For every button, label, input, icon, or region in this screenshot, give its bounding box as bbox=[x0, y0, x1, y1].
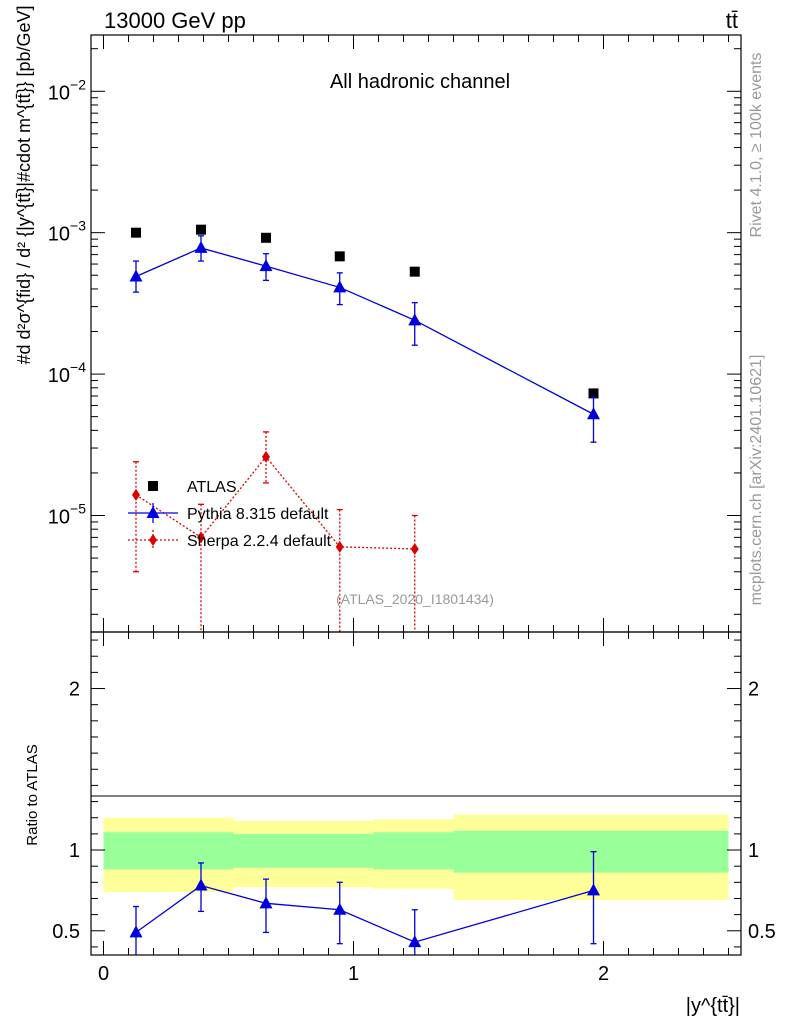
data-point bbox=[197, 531, 205, 544]
data-point bbox=[335, 540, 344, 553]
data-point bbox=[131, 227, 141, 238]
uncertainty-band-inner bbox=[373, 832, 454, 870]
ratio-series-pythia bbox=[129, 850, 600, 955]
ratio-point bbox=[129, 925, 143, 938]
y-tick-label: 10−2 bbox=[48, 76, 86, 104]
ratio-y-tick-label-right: 0.5 bbox=[748, 921, 776, 943]
legend-label: Sherpa 2.2.4 default bbox=[187, 533, 332, 550]
legend-label: ATLAS bbox=[187, 479, 237, 496]
energy-label: 13000 GeV pp bbox=[104, 8, 246, 33]
process-label: tt̄ bbox=[726, 8, 738, 33]
x-tick-label: 1 bbox=[348, 963, 359, 985]
analysis-label: (ATLAS_2020_I1801434) bbox=[336, 591, 494, 607]
series-line bbox=[135, 247, 594, 415]
legend-marker bbox=[149, 534, 157, 546]
legend: ATLAS Pythia 8.315 default Sherpa 2.2.4 de… bbox=[128, 479, 332, 550]
series-atlas bbox=[131, 224, 599, 399]
x-tick-label: 0 bbox=[98, 963, 109, 985]
ratio-ylabel: Ratio to ATLAS bbox=[24, 744, 41, 845]
series-pythia-8-315-default bbox=[129, 235, 600, 443]
ratio-y-tick-label-right: 2 bbox=[748, 679, 759, 701]
ratio-y-tick-label: 2 bbox=[69, 679, 80, 701]
main-ylabel: #d d²σ^{fid} / d² {|y^{tt̄}|#cdot m^{tt̄… bbox=[14, 5, 34, 364]
data-point bbox=[196, 224, 206, 235]
data-point bbox=[587, 407, 600, 420]
ratio-y-tick-label: 1 bbox=[69, 840, 80, 862]
rivet-version-label: Rivet 4.1.0, ≥ 100k events bbox=[748, 53, 765, 238]
data-point bbox=[409, 266, 420, 277]
legend-marker bbox=[146, 506, 160, 518]
ratio-point bbox=[259, 896, 273, 909]
data-point bbox=[194, 240, 208, 253]
ratio-point bbox=[408, 935, 422, 948]
uncertainty-band-inner bbox=[203, 832, 234, 870]
ratio-y-tick-label: 0.5 bbox=[52, 921, 80, 943]
uncertainty-band-inner bbox=[233, 833, 374, 868]
uncertainty-band-inner bbox=[103, 832, 204, 870]
ratio-panel: 0.5 0.5 1 1 2 2 0 1 2 Ratio to ATLAS |y^{tt̄}| bbox=[24, 631, 776, 1017]
data-point bbox=[129, 269, 143, 282]
y-tick-label: 10−3 bbox=[48, 218, 86, 246]
x-axis-label: |y^{tt̄}| bbox=[686, 995, 740, 1017]
data-point bbox=[410, 542, 419, 555]
data-point bbox=[334, 251, 345, 262]
data-point bbox=[261, 232, 271, 243]
ratio-line bbox=[135, 884, 594, 943]
data-point bbox=[259, 259, 273, 272]
ratio-frame bbox=[90, 631, 742, 956]
main-panel: 10−5 10−4 10−3 10−2 All hadronic channel (A… bbox=[14, 5, 742, 633]
legend-marker bbox=[148, 481, 158, 491]
main-title: All hadronic channel bbox=[330, 71, 510, 93]
ratio-y-tick-label-right: 1 bbox=[748, 840, 759, 862]
data-point bbox=[588, 388, 599, 399]
data-point bbox=[132, 488, 140, 501]
mcplots-label: mcplots.cern.ch [arXiv:2401.10621] bbox=[748, 355, 765, 606]
y-tick-label: 10−5 bbox=[48, 500, 86, 528]
ratio-point bbox=[587, 883, 600, 896]
data-point bbox=[408, 313, 422, 326]
ratio-point bbox=[194, 878, 208, 891]
x-tick-label: 2 bbox=[598, 963, 609, 985]
ratio-point bbox=[333, 902, 347, 915]
data-point bbox=[262, 450, 270, 463]
series-sherpa-2-2-4-default bbox=[132, 431, 419, 632]
data-point bbox=[333, 280, 347, 293]
legend-label: Pythia 8.315 default bbox=[187, 506, 329, 523]
y-tick-label: 10−4 bbox=[48, 359, 86, 387]
